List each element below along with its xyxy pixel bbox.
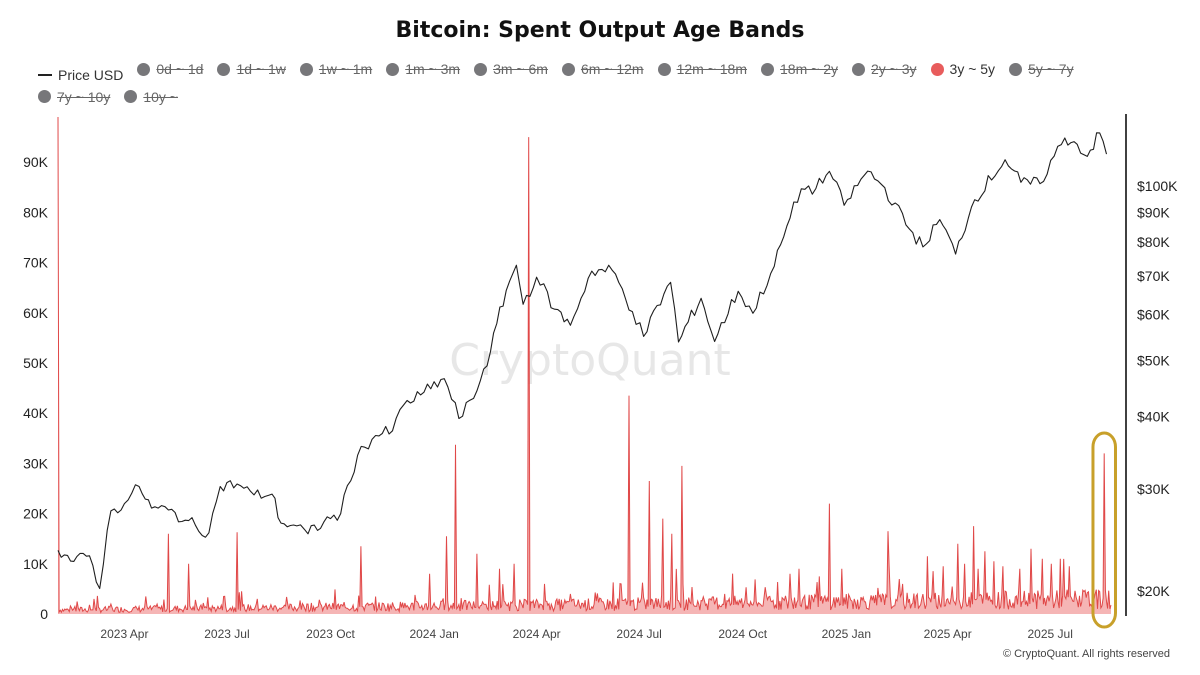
legend-marker bbox=[474, 62, 488, 76]
left-axis-tick: 70K bbox=[23, 255, 49, 271]
watermark-text: CryptoQuant bbox=[449, 335, 731, 386]
legend-label: 6m ~ 12m bbox=[580, 61, 644, 77]
chart-title: Bitcoin: Spent Output Age Bands bbox=[395, 18, 805, 43]
legend-marker bbox=[386, 62, 400, 76]
price-usd-line bbox=[57, 132, 1108, 590]
legend-item[interactable]: 0d ~ 1d bbox=[137, 58, 203, 80]
legend: Price USD 0d ~ 1d 1d ~ 1w 1w ~ 1m 1m ~ 3m 3m … bbox=[38, 58, 1168, 109]
legend-label: 12m ~ 18m bbox=[676, 61, 748, 77]
left-axis-tick: 10K bbox=[23, 556, 49, 572]
x-axis-tick: 2025 Apr bbox=[924, 627, 972, 641]
legend-label: 3y ~ 5y bbox=[949, 61, 996, 77]
x-axis-tick: 2024 Jul bbox=[616, 627, 661, 641]
legend-marker bbox=[657, 62, 671, 76]
x-axis-tick: 2023 Oct bbox=[306, 627, 355, 641]
legend-item[interactable]: 1d ~ 1w bbox=[217, 58, 286, 80]
legend-marker bbox=[38, 90, 51, 103]
legend-item[interactable]: 10y ~ bbox=[124, 86, 178, 108]
legend-item[interactable]: 3y ~ 5y bbox=[930, 58, 996, 80]
legend-item[interactable]: 18m ~ 2y bbox=[761, 58, 838, 80]
legend-marker bbox=[761, 62, 775, 76]
legend-item[interactable]: 2y ~ 3y bbox=[852, 58, 917, 80]
legend-item[interactable]: 1m ~ 3m bbox=[386, 58, 460, 80]
legend-label: Price USD bbox=[58, 66, 124, 83]
x-axis-tick: 2024 Jan bbox=[409, 627, 458, 641]
legend-item[interactable]: Price USD bbox=[38, 64, 123, 86]
legend-marker bbox=[124, 90, 138, 103]
right-axis-tick: $80K bbox=[1137, 234, 1170, 250]
legend-label: 5y ~ 7y bbox=[1028, 61, 1074, 77]
right-axis-tick: $90K bbox=[1137, 205, 1170, 221]
legend-marker bbox=[299, 62, 313, 76]
left-axis-tick: 40K bbox=[23, 405, 49, 421]
right-axis-tick: $30K bbox=[1137, 481, 1170, 497]
legend-label: 1d ~ 1w bbox=[236, 61, 286, 77]
left-axis-tick: 60K bbox=[23, 305, 49, 321]
legend-marker bbox=[1009, 62, 1023, 76]
right-axis-tick: $50K bbox=[1137, 352, 1170, 368]
right-axis-tick: $100K bbox=[1137, 178, 1178, 194]
left-axis-tick: 90K bbox=[23, 154, 49, 170]
legend-label: 10y ~ bbox=[143, 88, 178, 105]
x-axis-tick: 2025 Jul bbox=[1027, 627, 1072, 641]
right-axis-tick: $70K bbox=[1137, 268, 1170, 284]
x-axis-tick: 2025 Jan bbox=[822, 627, 871, 641]
legend-item[interactable]: 5y ~ 7y bbox=[1009, 58, 1074, 80]
legend-label: 1w ~ 1m bbox=[318, 61, 373, 77]
legend-marker bbox=[852, 62, 865, 76]
legend-marker bbox=[930, 62, 944, 76]
legend-label: 2y ~ 3y bbox=[871, 61, 917, 77]
highlight-box bbox=[1091, 431, 1117, 629]
copyright-notice: © CryptoQuant. All rights reserved bbox=[1002, 648, 1170, 660]
legend-item[interactable]: 7y ~ 10y bbox=[38, 86, 110, 108]
x-axis-tick: 2024 Oct bbox=[718, 627, 767, 641]
left-axis-tick: 30K bbox=[23, 455, 49, 471]
legend-item[interactable]: 3m ~ 6m bbox=[474, 58, 548, 80]
legend-label: 1m ~ 3m bbox=[405, 61, 461, 77]
left-axis-tick: 20K bbox=[23, 506, 49, 522]
legend-item[interactable]: 1w ~ 1m bbox=[299, 58, 373, 80]
legend-label: 0d ~ 1d bbox=[156, 61, 204, 77]
band-3y-5y-line bbox=[57, 116, 1112, 614]
legend-label: 7y ~ 10y bbox=[57, 88, 111, 105]
x-axis-tick: 2023 Jul bbox=[204, 627, 249, 641]
right-axis-tick: $40K bbox=[1137, 409, 1170, 425]
right-axis-tick: $20K bbox=[1137, 583, 1170, 599]
left-axis-tick: 50K bbox=[23, 355, 49, 371]
legend-label: 18m ~ 2y bbox=[780, 61, 838, 77]
legend-marker bbox=[137, 62, 151, 76]
legend-marker bbox=[217, 62, 231, 76]
x-axis-tick: 2024 Apr bbox=[513, 627, 561, 641]
legend-item[interactable]: 6m ~ 12m bbox=[561, 58, 644, 80]
right-axis-tick: $60K bbox=[1137, 307, 1170, 323]
legend-marker bbox=[561, 62, 575, 76]
left-axis-tick: 0 bbox=[40, 606, 48, 622]
legend-item[interactable]: 12m ~ 18m bbox=[657, 58, 748, 80]
x-axis-tick: 2023 Apr bbox=[100, 627, 148, 641]
legend-label: 3m ~ 6m bbox=[493, 61, 548, 77]
legend-marker bbox=[38, 73, 52, 76]
left-axis-tick: 80K bbox=[23, 204, 49, 220]
